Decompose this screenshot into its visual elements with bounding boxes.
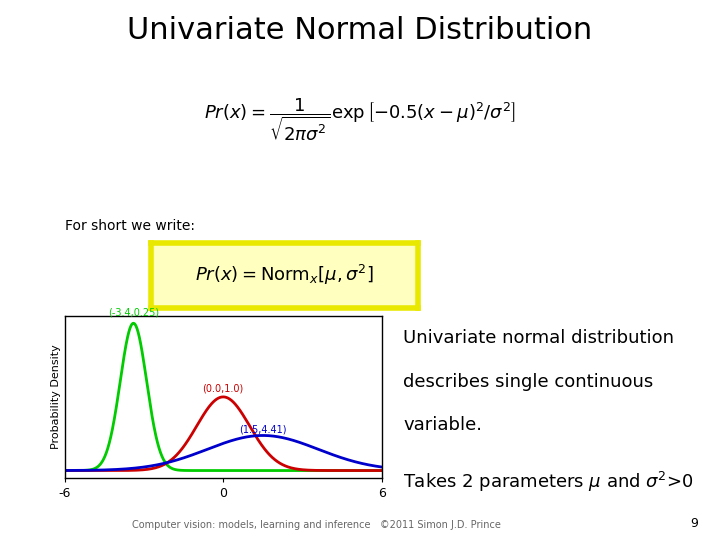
Text: (-3.4,0.25): (-3.4,0.25) [108,307,159,318]
Text: $Pr(x) = \dfrac{1}{\sqrt{2\pi\sigma^2}} \exp\left[-0.5(x-\mu)^2/\sigma^2\right]$: $Pr(x) = \dfrac{1}{\sqrt{2\pi\sigma^2}} … [204,97,516,144]
Text: For short we write:: For short we write: [65,219,195,233]
Text: Computer vision: models, learning and inference   ©2011 Simon J.D. Prince: Computer vision: models, learning and in… [132,520,501,530]
Y-axis label: Probability Density: Probability Density [50,345,60,449]
Text: variable.: variable. [403,416,482,434]
Text: describes single continuous: describes single continuous [403,373,654,390]
Text: Takes 2 parameters $\mu$ and $\sigma^2$>0: Takes 2 parameters $\mu$ and $\sigma^2$>… [403,470,694,494]
Text: Univariate normal distribution: Univariate normal distribution [403,329,674,347]
Text: (0.0,1.0): (0.0,1.0) [202,384,244,394]
Text: $Pr(x) = \mathrm{Norm}_x[\mu, \sigma^2]$: $Pr(x) = \mathrm{Norm}_x[\mu, \sigma^2]$ [195,264,374,287]
Text: (1.5,4.41): (1.5,4.41) [239,424,287,434]
Text: Univariate Normal Distribution: Univariate Normal Distribution [127,16,593,45]
Text: 9: 9 [690,517,698,530]
